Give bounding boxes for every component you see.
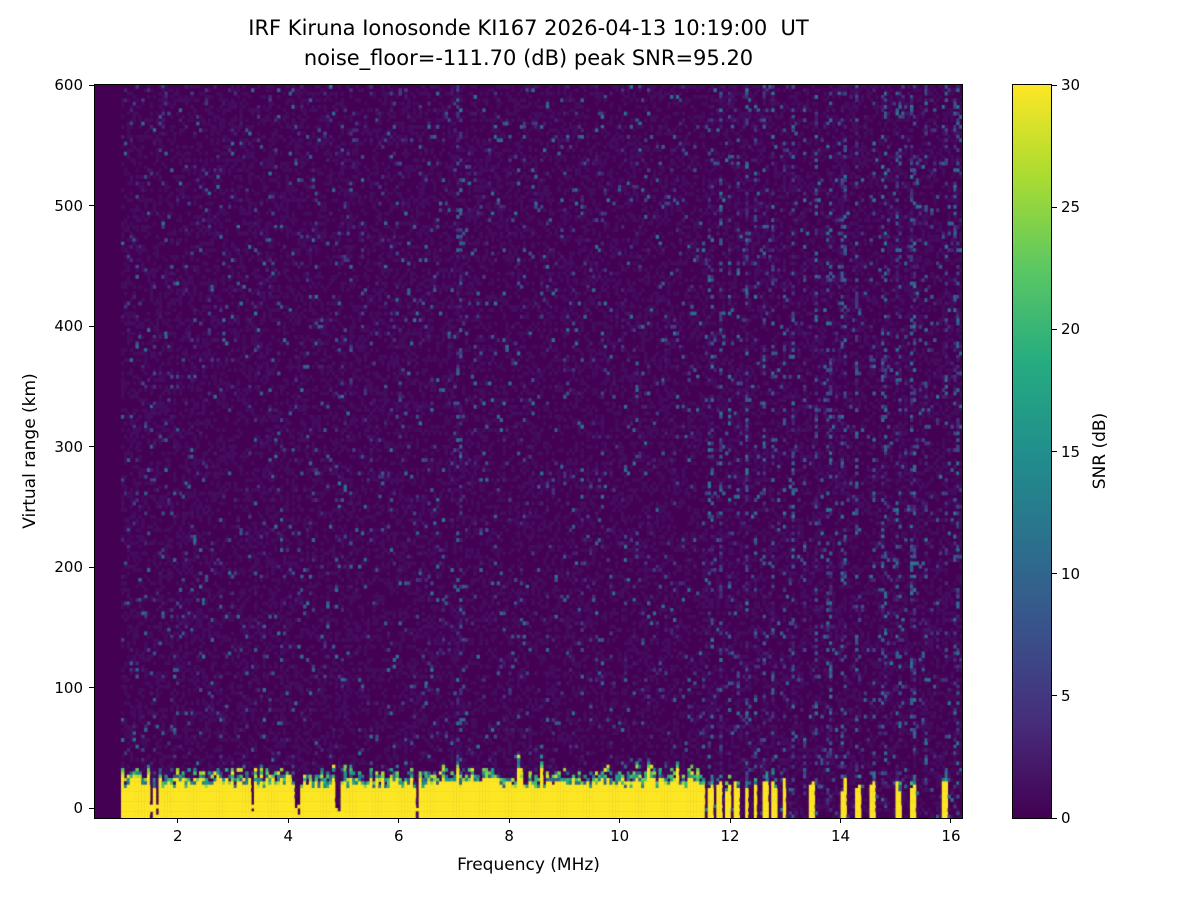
chart-title: IRF Kiruna Ionosonde KI167 2026-04-13 10… (248, 16, 809, 40)
y-tick-mark (89, 446, 94, 448)
colorbar (1012, 84, 1052, 819)
y-tick-label: 200 (54, 558, 83, 577)
heatmap-canvas (95, 85, 962, 818)
x-tick-label: 16 (941, 827, 961, 845)
colorbar-tick-mark (1052, 84, 1057, 86)
colorbar-tick-mark (1052, 451, 1057, 452)
colorbar-tick-label: 30 (1061, 76, 1081, 94)
colorbar-tick-mark (1052, 573, 1057, 575)
colorbar-tick-mark (1052, 695, 1057, 697)
y-tick-mark (89, 325, 94, 327)
x-tick-mark (729, 818, 731, 823)
colorbar-tick-label: 15 (1061, 442, 1081, 461)
y-tick-mark (89, 807, 94, 809)
y-tick-label: 400 (54, 317, 83, 336)
x-tick-mark (177, 818, 179, 823)
x-tick-label: 10 (610, 827, 630, 845)
x-tick-mark (840, 818, 841, 823)
y-tick-label: 100 (54, 678, 83, 697)
colorbar-tick-label: 20 (1061, 320, 1081, 339)
y-tick-mark (89, 205, 94, 207)
y-tick-label: 0 (73, 799, 83, 818)
x-tick-label: 8 (504, 827, 514, 845)
colorbar-tick-label: 0 (1061, 809, 1071, 827)
y-tick-mark (89, 687, 94, 689)
x-tick-mark (287, 818, 289, 823)
x-tick-label: 4 (283, 827, 294, 845)
y-tick-mark (89, 566, 94, 568)
plot-area (94, 84, 963, 819)
chart-subtitle: noise_floor=-111.70 (dB) peak SNR=95.20 (303, 46, 754, 70)
colorbar-tick-mark (1052, 328, 1057, 330)
x-axis-label: Frequency (MHz) (457, 855, 600, 875)
x-tick-label: 12 (720, 827, 740, 845)
y-tick-label: 300 (54, 437, 83, 456)
y-tick-label: 500 (54, 196, 83, 215)
colorbar-gradient-canvas (1013, 85, 1051, 818)
x-tick-label: 2 (173, 827, 183, 845)
colorbar-tick-label: 5 (1061, 686, 1071, 705)
colorbar-tick-mark (1052, 206, 1057, 208)
colorbar-tick-mark (1052, 817, 1057, 819)
x-tick-mark (398, 818, 400, 823)
colorbar-tick-label: 25 (1061, 198, 1081, 217)
y-tick-mark (89, 84, 94, 86)
x-tick-mark (619, 818, 621, 823)
colorbar-tick-label: 10 (1061, 564, 1081, 583)
x-tick-label: 14 (830, 827, 851, 845)
y-axis-label: Virtual range (km) (20, 373, 40, 529)
x-tick-mark (508, 818, 510, 823)
x-tick-label: 6 (393, 827, 404, 845)
y-tick-label: 600 (54, 76, 83, 94)
x-tick-mark (950, 818, 952, 823)
